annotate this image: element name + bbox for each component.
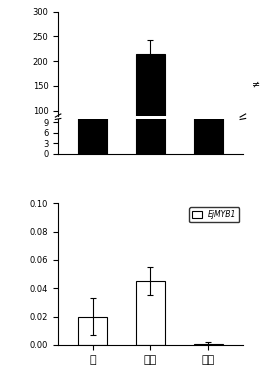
Legend: EjMYB1: EjMYB1 <box>189 207 239 222</box>
Bar <box>136 0 165 154</box>
Bar <box>194 8 223 154</box>
Text: ≠: ≠ <box>252 80 260 89</box>
Bar <box>136 54 165 160</box>
Bar <box>78 317 107 345</box>
Bar <box>194 139 223 160</box>
Bar <box>78 123 107 160</box>
Bar <box>194 343 223 345</box>
Bar <box>136 281 165 345</box>
Bar <box>78 0 107 154</box>
